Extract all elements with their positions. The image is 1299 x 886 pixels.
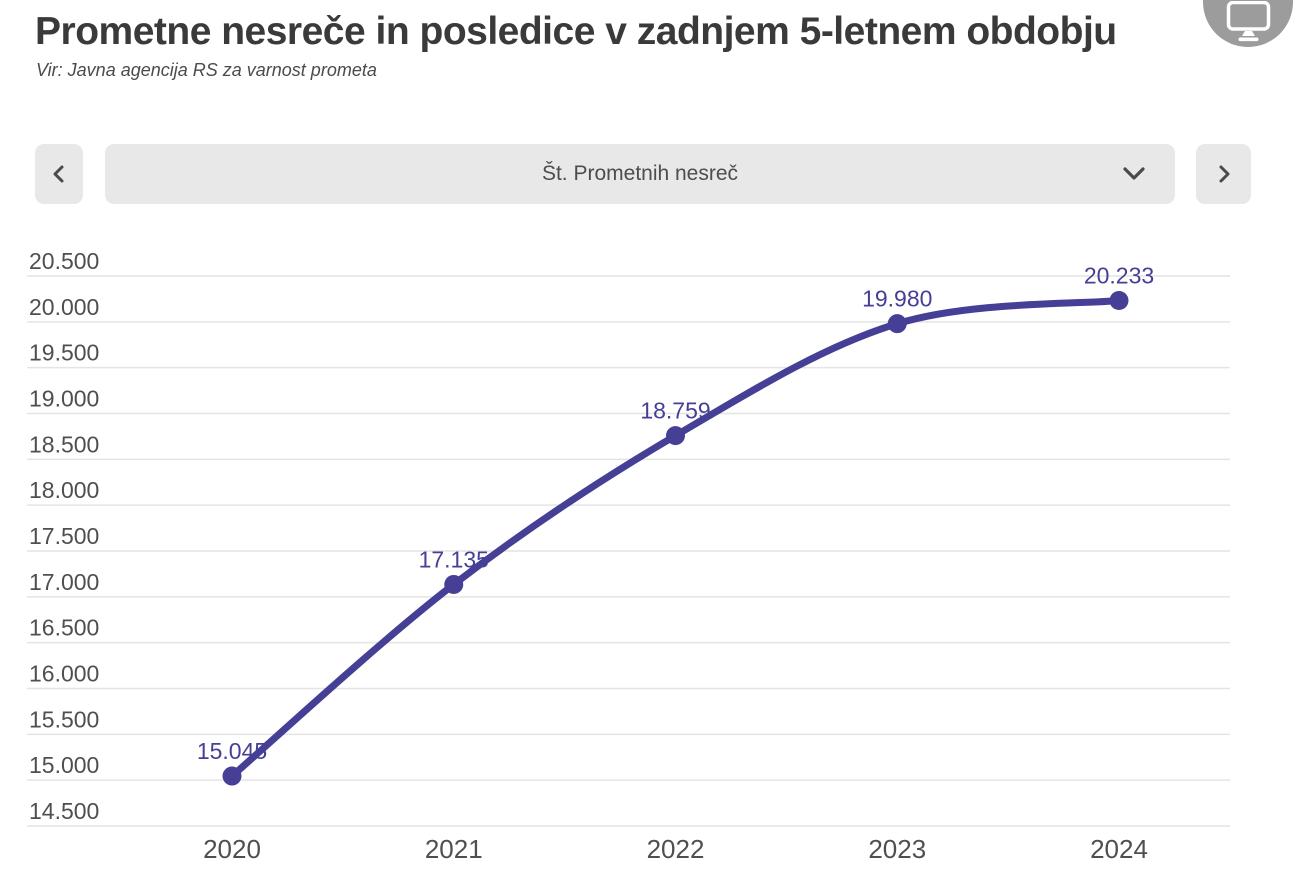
y-tick-label: 17.500 [29,523,99,549]
data-point-marker[interactable] [444,574,464,594]
x-tick-label: 2024 [1090,834,1148,864]
monitor-icon [1226,1,1271,42]
data-point-marker[interactable] [1109,290,1129,310]
y-tick-label: 16.500 [29,615,99,641]
data-point-marker[interactable] [222,766,242,786]
point-value-label: 19.980 [862,286,932,312]
y-tick-label: 16.000 [29,661,99,687]
data-point-marker[interactable] [887,314,907,334]
x-tick-label: 2020 [203,834,261,864]
chevron-right-icon [1219,165,1229,183]
next-metric-button[interactable] [1196,144,1251,204]
y-tick-label: 20.500 [29,248,99,274]
chevron-down-icon [1123,167,1145,180]
x-tick-label: 2022 [647,834,705,864]
x-tick-label: 2021 [425,834,483,864]
metric-dropdown[interactable]: Št. Prometnih nesreč [105,144,1175,204]
y-tick-label: 15.000 [29,752,99,778]
metric-dropdown-label: Št. Prometnih nesreč [541,162,739,185]
series-line [228,296,1123,780]
y-tick-label: 19.000 [29,386,99,412]
y-tick-label: 19.500 [29,340,99,366]
point-value-label: 20.233 [1084,262,1154,288]
data-point-marker[interactable] [666,426,685,446]
chart-source: Vir: Javna agencija RS za varnost promet… [36,60,377,80]
y-tick-label: 20.000 [29,294,99,320]
chevron-left-icon [53,165,64,183]
y-tick-label: 18.000 [29,477,99,503]
y-tick-label: 14.500 [29,798,99,824]
prev-metric-button[interactable] [35,144,83,204]
y-tick-label: 18.500 [29,431,99,457]
y-tick-label: 15.500 [29,706,99,732]
x-tick-label: 2023 [868,834,926,864]
page-title: Prometne nesreče in posledice v zadnjem … [35,10,1117,53]
y-tick-label: 17.000 [29,569,99,595]
